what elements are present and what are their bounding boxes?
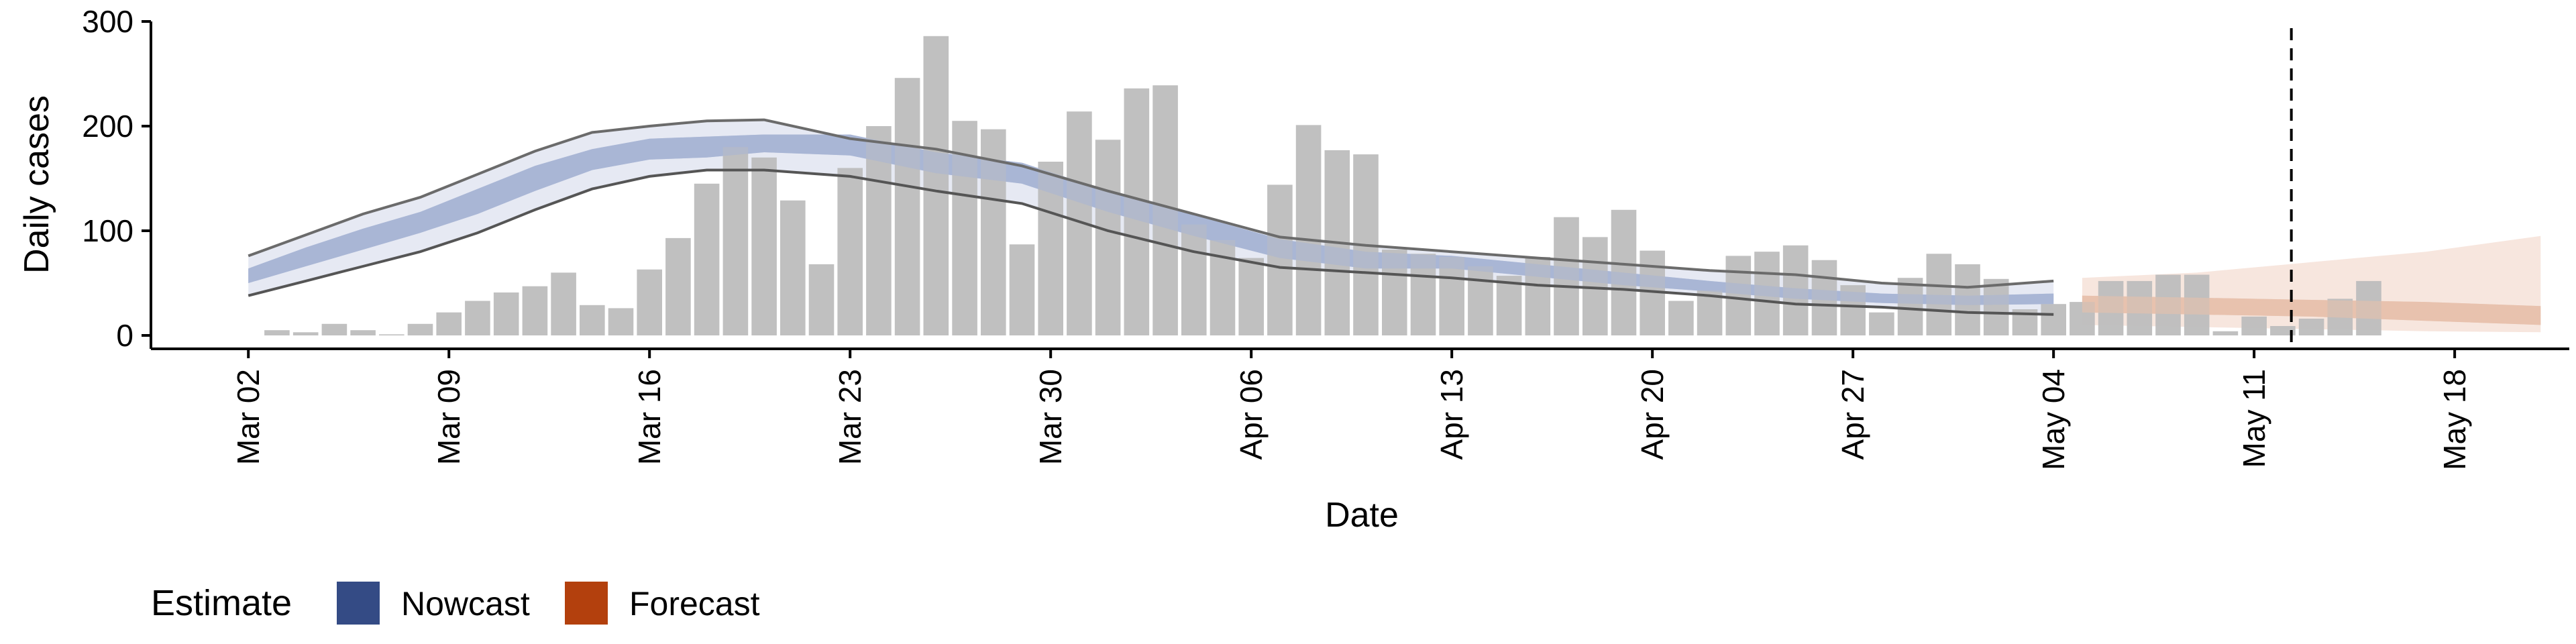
bar [1897,278,1923,335]
bar [580,305,605,335]
bar [1468,266,1493,335]
bar [637,269,662,335]
x-tick-label: Mar 23 [833,369,867,465]
bar [292,332,319,335]
bar [2270,326,2296,335]
legend-swatch-forecast [565,582,608,625]
legend: Estimate Nowcast Forecast [151,582,760,625]
bar [379,334,405,335]
legend-label-nowcast: Nowcast [401,585,530,623]
bar [722,147,749,335]
bar [2298,319,2324,335]
x-tick-label: Apr 06 [1234,369,1269,460]
bar [493,292,519,335]
x-tick-label: Mar 09 [431,369,466,465]
bar [837,168,863,335]
bar [751,157,777,336]
bar [1668,301,1694,335]
bar [923,36,949,336]
bar [2212,331,2239,335]
bar [1697,290,1723,335]
bar [694,183,720,335]
x-tick-label: Apr 13 [1434,369,1469,460]
bar [1725,256,1752,335]
bar [350,330,376,335]
bar [608,308,634,335]
x-axis-ticks: Mar 02 Mar 09 Mar 16 Mar 23 Mar 30 Apr 06 Apr … [231,349,2472,470]
bar [1983,278,2009,335]
bar [436,312,462,335]
case-bars [264,36,2381,336]
legend-swatch-nowcast [337,582,380,625]
x-tick-label: Mar 02 [231,369,266,465]
legend-label-forecast: Forecast [629,585,760,623]
legend-title: Estimate [151,583,292,623]
x-tick-label: Mar 30 [1033,369,1068,465]
x-tick-label: Apr 27 [1835,369,1870,460]
bar [808,264,835,335]
axes [150,21,2569,350]
bar [1009,244,1035,335]
bar [1439,257,1464,335]
x-tick-label: Mar 16 [632,369,667,465]
x-tick-label: May 11 [2237,369,2271,468]
bar [1496,276,1522,335]
y-axis-ticks: 0 100 200 300 [82,4,151,353]
bar [407,323,433,335]
y-tick-label: 300 [82,4,133,39]
interval-lines [248,118,2054,316]
y-tick-label: 200 [82,109,133,144]
bar [894,78,920,335]
bar [522,286,548,335]
bar [321,323,347,335]
x-tick-label: May 04 [2036,369,2071,470]
bar [264,330,290,335]
nowcast-inner-overlay [248,134,2054,305]
y-tick-label: 100 [82,213,133,248]
nowcast-median-band [248,134,2541,325]
bar [1181,224,1207,335]
bar [780,200,806,335]
bar [465,301,490,335]
bar [1926,254,1952,335]
bar [1238,258,1264,335]
x-axis-title: Date [1325,496,1399,535]
bar [665,237,691,335]
nowcast-upper-line [248,118,2054,289]
bar [1095,140,1121,336]
bar [1869,312,1894,335]
bar [2041,304,2066,335]
forecast-inner-overlay [2082,295,2541,325]
nowcast-lower-line [248,168,2054,316]
y-tick-label: 0 [116,318,133,353]
bar [1295,125,1322,335]
y-axis-title: Daily cases [17,95,56,274]
x-tick-label: May 18 [2437,369,2472,470]
bar [1267,184,1293,335]
bar [551,272,576,335]
x-tick-label: Apr 20 [1635,369,1670,460]
bar [2241,316,2267,335]
